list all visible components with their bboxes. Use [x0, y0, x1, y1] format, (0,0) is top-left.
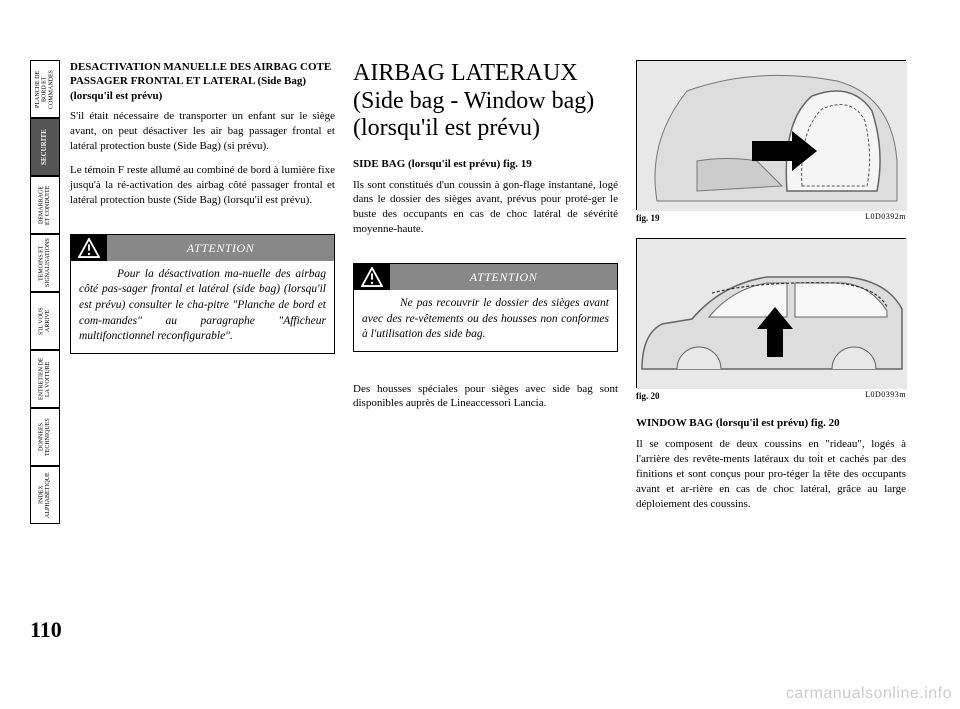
page-number: 110: [30, 617, 62, 643]
page-content: DESACTIVATION MANUELLE DES AIRBAG COTE P…: [70, 60, 920, 680]
warning-box-1: ATTENTION Pour la désactivation ma-nuell…: [70, 234, 335, 354]
col2-p1: Ils sont constitués d'un coussin à gon-f…: [353, 178, 618, 237]
figure-19: [636, 60, 906, 210]
tab-index[interactable]: INDEX ALPHABETIQUE: [30, 466, 60, 524]
warning-triangle-icon: [354, 264, 390, 290]
tab-sil-arrive[interactable]: S'IL VOUS ARRIVE: [30, 292, 60, 350]
tab-planche[interactable]: PLANCHE DE BORD ET COMMANDES: [30, 60, 60, 118]
col2-p2: Des housses spéciales pour sièges avec s…: [353, 382, 618, 412]
tab-donnees[interactable]: DONNEES TECHNIQUES: [30, 408, 60, 466]
column-2: AIRBAG LATERAUX (Side bag - Window bag) …: [353, 60, 618, 521]
warning-label-1: ATTENTION: [107, 235, 334, 261]
warning-box-2: ATTENTION Ne pas recouvrir le dossier de…: [353, 263, 618, 352]
fig20-code: L0D0393m: [865, 390, 906, 402]
warning-body-2: Ne pas recouvrir le dossier des sièges a…: [354, 290, 617, 351]
tab-temoins[interactable]: TEMOINS ET SIGNALISATIONS: [30, 234, 60, 292]
warning-body-1: Pour la désactivation ma-nuelle des airb…: [71, 261, 334, 353]
fig20-caption: fig. 20 L0D0393m: [636, 390, 906, 402]
warning-triangle-icon: [71, 235, 107, 261]
figure-20: [636, 238, 906, 388]
col1-heading: DESACTIVATION MANUELLE DES AIRBAG COTE P…: [70, 60, 335, 103]
fig20-label: fig. 20: [636, 390, 660, 402]
fig19-label: fig. 19: [636, 212, 660, 224]
col2-title: AIRBAG LATERAUX (Side bag - Window bag) …: [353, 60, 618, 143]
footer-watermark: carmanualsonline.info: [786, 685, 952, 703]
fig19-code: L0D0392m: [865, 212, 906, 224]
tab-securite[interactable]: SECURITE: [30, 118, 60, 176]
col3-subhead: WINDOW BAG (lorsqu'il est prévu) fig. 20: [636, 416, 906, 431]
sidebar-tabs: PLANCHE DE BORD ET COMMANDES SECURITE DE…: [30, 60, 60, 524]
col2-subhead: SIDE BAG (lorsqu'il est prévu) fig. 19: [353, 157, 618, 172]
column-3: fig. 19 L0D0392m: [636, 60, 906, 521]
col3-p1: Il se composent de deux coussins en "rid…: [636, 437, 906, 511]
column-1: DESACTIVATION MANUELLE DES AIRBAG COTE P…: [70, 60, 335, 521]
tab-entretien[interactable]: ENTRETIEN DE LA VOITURE: [30, 350, 60, 408]
warning-label-2: ATTENTION: [390, 264, 617, 290]
fig19-caption: fig. 19 L0D0392m: [636, 212, 906, 224]
col1-p1: S'il était nécessaire de transporter un …: [70, 109, 335, 154]
col1-p2: Le témoin F reste allumé au combiné de b…: [70, 163, 335, 208]
tab-demarrage[interactable]: DEMARRAGE ET CONDUITE: [30, 176, 60, 234]
